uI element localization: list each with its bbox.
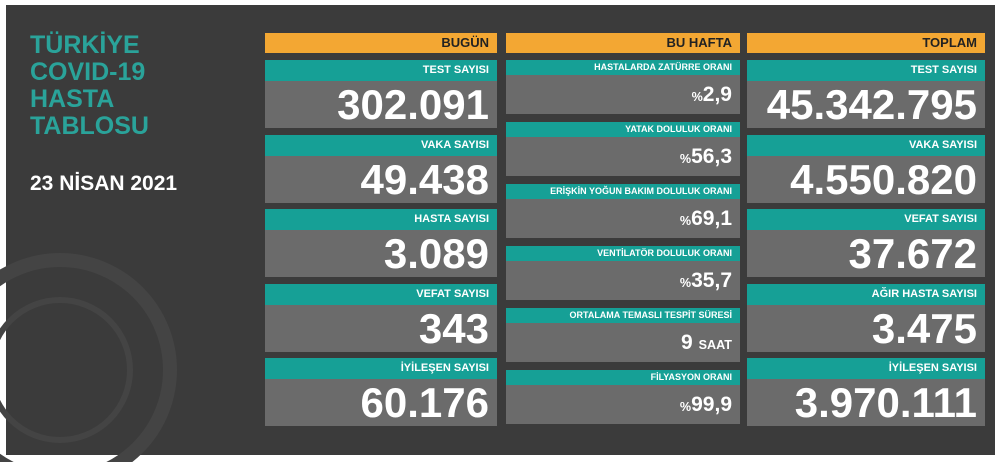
value-value: 343 <box>418 304 489 352</box>
column-header: BU HAFTA <box>506 33 740 53</box>
item-value: 49.438 <box>265 155 497 203</box>
item-label: HASTA SAYISI <box>265 209 497 230</box>
item-value: 9 SAAT <box>506 323 740 362</box>
value-value: 99,9 <box>691 393 732 416</box>
value-value: 37.672 <box>848 230 977 277</box>
item-value: %35,7 <box>506 261 740 300</box>
item-value: 343 <box>265 304 497 352</box>
item-value: %69,1 <box>506 199 740 238</box>
value-value: 3.089 <box>383 230 489 277</box>
item-label: AĞIR HASTA SAYISI <box>747 283 985 305</box>
item-value: 4.550.820 <box>747 155 985 203</box>
item-label: VEFAT SAYISI <box>265 283 497 305</box>
column-header: TOPLAM <box>747 33 985 53</box>
item-label: FİLYASYON ORANI <box>506 370 740 385</box>
value-prefix: % <box>679 276 692 290</box>
item-value: %2,9 <box>506 75 740 114</box>
item-label: VAKA SAYISI <box>265 134 497 156</box>
value-value: 45.342.795 <box>766 81 977 128</box>
item-value: 37.672 <box>747 230 985 277</box>
value-prefix: % <box>679 400 692 414</box>
column-header: BUGÜN <box>265 33 497 53</box>
item-label: VENTİLATÖR DOLULUK ORANI <box>506 246 740 261</box>
value-value: 2,9 <box>702 83 732 106</box>
title-line: TABLOSU <box>30 112 149 140</box>
title-line: HASTA <box>30 85 115 113</box>
value-value: 69,1 <box>691 207 732 230</box>
value-value: 60.176 <box>360 379 489 426</box>
value-value: 49.438 <box>360 155 489 203</box>
item-value: 60.176 <box>265 379 497 426</box>
value-prefix: % <box>691 90 703 104</box>
title: TÜRKİYE COVID-19 HASTA TABLOSU <box>30 32 149 140</box>
item-label: YATAK DOLULUK ORANI <box>506 122 740 137</box>
value-value: 4.550.820 <box>790 155 977 203</box>
item-label: İYİLEŞEN SAYISI <box>265 358 497 379</box>
item-value: 45.342.795 <box>747 81 985 128</box>
item-label: ERİŞKİN YOĞUN BAKIM DOLULUK ORANI <box>506 184 740 199</box>
value-value: 3.475 <box>871 304 977 352</box>
item-label: TEST SAYISI <box>265 60 497 81</box>
item-label: VEFAT SAYISI <box>747 209 985 230</box>
value-value: 3.970.111 <box>794 379 977 426</box>
item-label: HASTALARDA ZATÜRRE ORANI <box>506 60 740 75</box>
value-value: 35,7 <box>691 269 732 292</box>
value-prefix: % <box>679 214 692 228</box>
item-value: %56,3 <box>506 137 740 176</box>
item-label: ORTALAMA TEMASLI TESPİT SÜRESİ <box>506 308 740 323</box>
title-line: COVID-19 <box>30 58 146 86</box>
value-value: 56,3 <box>691 145 732 168</box>
title-line: TÜRKİYE <box>30 31 140 59</box>
value-value: 9 <box>680 331 693 354</box>
value-suffix: SAAT <box>698 338 732 352</box>
item-value: 3.089 <box>265 230 497 277</box>
item-value: 3.475 <box>747 304 985 352</box>
item-value: %99,9 <box>506 385 740 424</box>
item-label: TEST SAYISI <box>747 60 985 81</box>
value-value: 302.091 <box>337 81 489 128</box>
item-label: VAKA SAYISI <box>747 134 985 156</box>
value-prefix: % <box>679 152 692 166</box>
item-value: 302.091 <box>265 81 497 128</box>
item-label: İYİLEŞEN SAYISI <box>747 358 985 379</box>
item-value: 3.970.111 <box>747 379 985 426</box>
date: 23 NİSAN 2021 <box>30 172 178 195</box>
emblem <box>0 253 177 462</box>
